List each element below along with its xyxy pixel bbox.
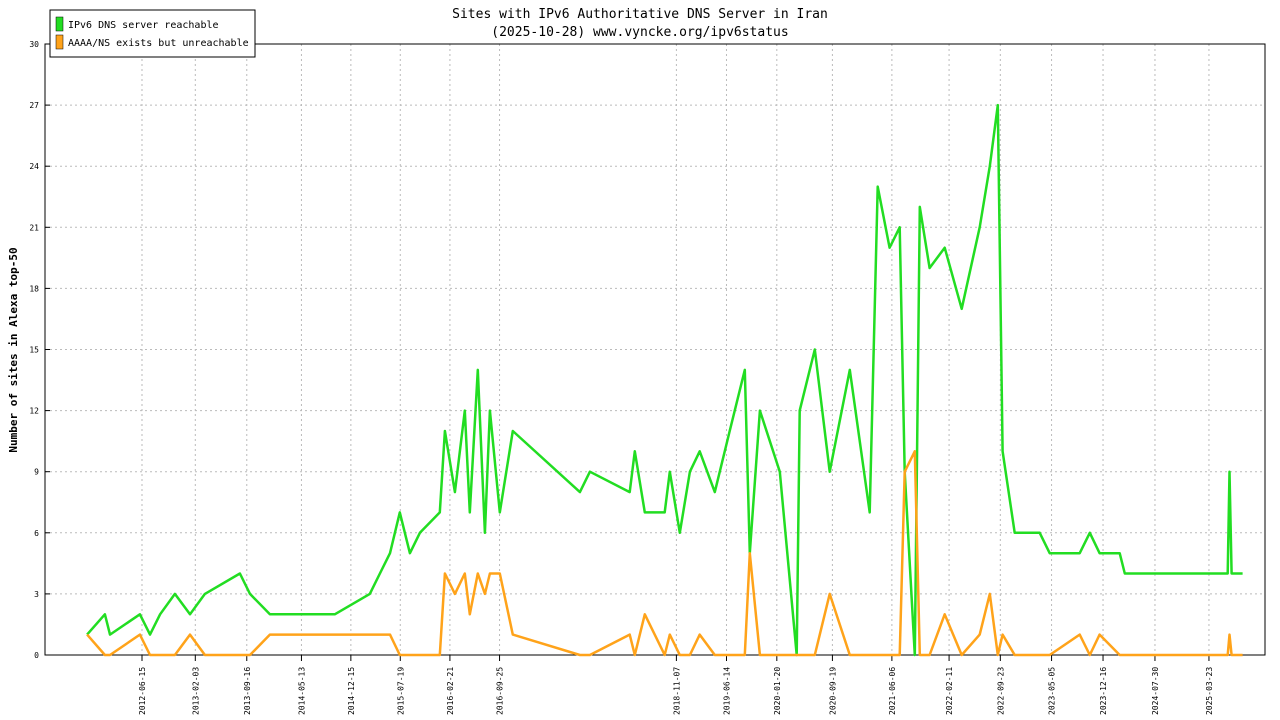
x-tick-label: 2018-11-07 bbox=[672, 667, 681, 715]
data-line bbox=[86, 103, 1243, 657]
x-tick-label: 2014-05-13 bbox=[297, 667, 306, 715]
x-tick-label: 2020-01-20 bbox=[773, 667, 782, 715]
x-tick-label: 2015-07-19 bbox=[396, 667, 405, 715]
x-tick-label: 2013-09-16 bbox=[243, 667, 252, 715]
legend-box bbox=[49, 9, 256, 58]
legend-swatch bbox=[55, 16, 64, 32]
y-tick-label: 6 bbox=[34, 529, 39, 538]
x-tick-label: 2012-06-15 bbox=[138, 667, 147, 715]
y-tick-label: 9 bbox=[34, 468, 39, 477]
y-tick-label: 27 bbox=[29, 101, 39, 110]
legend-label: AAAA/NS exists but unreachable bbox=[68, 38, 249, 49]
chart-title: Sites with IPv6 Authoritative DNS Server… bbox=[452, 7, 828, 22]
x-tick-label: 2023-12-16 bbox=[1099, 667, 1108, 715]
x-tick-label: 2022-09-23 bbox=[996, 667, 1005, 715]
x-tick-label: 2020-09-19 bbox=[828, 667, 837, 715]
y-tick-label: 15 bbox=[29, 346, 39, 355]
legend-swatch bbox=[55, 34, 64, 50]
x-tick-label: 2021-06-06 bbox=[888, 667, 897, 715]
x-tick-label: 2016-09-25 bbox=[496, 667, 505, 715]
y-tick-label: 30 bbox=[29, 40, 39, 49]
data-line bbox=[86, 450, 1243, 657]
y-tick-label: 3 bbox=[34, 590, 39, 599]
x-tick-label: 2024-07-30 bbox=[1151, 667, 1160, 715]
plot-frame bbox=[44, 43, 1266, 656]
y-tick-label: 0 bbox=[34, 651, 39, 660]
x-tick-label: 2025-03-23 bbox=[1205, 667, 1214, 715]
x-tick-label: 2016-02-21 bbox=[446, 667, 455, 715]
x-tick-label: 2023-05-05 bbox=[1048, 667, 1057, 715]
x-tick-label: 2013-02-03 bbox=[191, 667, 200, 715]
chart-subtitle: (2025-10-28) www.vyncke.org/ipv6status bbox=[491, 25, 788, 40]
y-tick-label: 21 bbox=[29, 223, 39, 232]
x-tick-label: 2022-02-11 bbox=[945, 667, 954, 715]
legend-label: IPv6 DNS server reachable bbox=[68, 20, 219, 31]
x-tick-label: 2019-06-14 bbox=[722, 667, 731, 715]
y-axis-label: Number of sites in Alexa top-50 bbox=[7, 247, 20, 452]
y-tick-label: 12 bbox=[29, 407, 39, 416]
y-tick-label: 18 bbox=[29, 284, 39, 293]
x-tick-label: 2014-12-15 bbox=[347, 667, 356, 715]
y-tick-label: 24 bbox=[29, 162, 39, 171]
